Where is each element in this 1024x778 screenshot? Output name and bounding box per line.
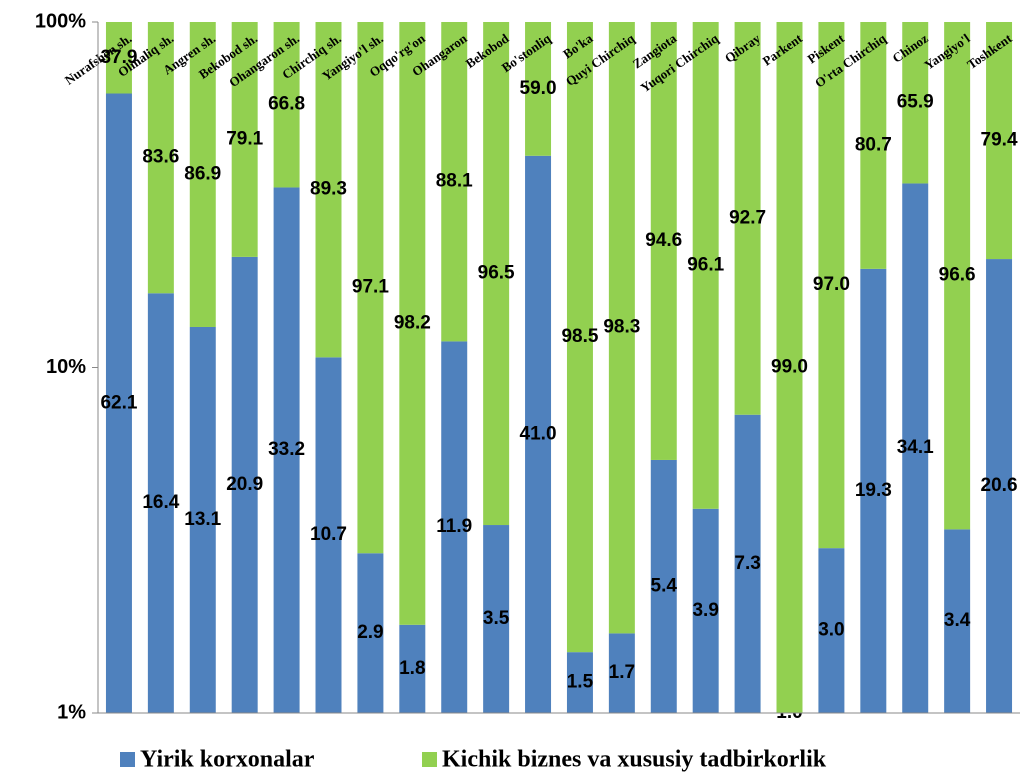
data-label: 62.1 (100, 392, 137, 413)
bar-segment (525, 155, 552, 713)
data-label: 3.0 (818, 620, 844, 641)
bar-segment (986, 22, 1013, 260)
data-label: 37.9 (100, 47, 137, 68)
data-label: 3.9 (692, 600, 718, 621)
data-label: 3.4 (944, 610, 971, 631)
legend-swatch (120, 752, 135, 767)
bar-segment (818, 22, 845, 549)
bar-segment (860, 22, 887, 269)
bar-segment (608, 633, 635, 713)
bar-segment (734, 22, 761, 415)
data-label: 79.1 (226, 128, 263, 149)
data-label: 2.9 (357, 622, 383, 643)
y-tick-label: 10% (46, 356, 86, 378)
bar-segment (483, 22, 510, 526)
bar-segment (441, 22, 468, 342)
bar-segment (566, 22, 593, 653)
data-label: 98.3 (603, 317, 640, 338)
bar-segment (273, 187, 300, 714)
bar-segment (483, 525, 510, 713)
data-label: 11.9 (436, 516, 472, 537)
data-label: 7.3 (734, 553, 760, 574)
data-label: 96.6 (939, 265, 976, 286)
bar-segment (189, 22, 216, 327)
data-label: 20.9 (226, 474, 263, 495)
data-label: 80.7 (855, 134, 892, 155)
bar-segment (944, 529, 971, 713)
bar-segment (818, 548, 845, 713)
data-label: 19.3 (855, 480, 892, 501)
bar-segment (231, 256, 258, 713)
data-label: 34.1 (897, 437, 934, 458)
data-label: 5.4 (651, 575, 678, 596)
data-label: 97.0 (813, 274, 850, 295)
data-label: 83.6 (142, 147, 179, 168)
data-label: 96.5 (478, 263, 515, 284)
data-label: 88.1 (436, 171, 473, 192)
bar-segment (776, 22, 803, 713)
data-label: 99.0 (771, 357, 808, 378)
bar-segment (189, 326, 216, 713)
bar-segment (399, 22, 426, 625)
bar-segment (357, 553, 384, 713)
data-label: 79.4 (981, 130, 1018, 151)
bar-segment (147, 22, 174, 294)
data-label: 96.1 (687, 254, 724, 275)
data-label: 3.5 (483, 608, 510, 629)
bar-segment (105, 22, 132, 94)
bar-segment (147, 293, 174, 713)
bar-segment (315, 357, 342, 713)
data-label: 92.7 (729, 207, 766, 228)
bar-segment (231, 22, 258, 257)
data-label: 98.2 (394, 312, 431, 333)
bar-segment (441, 341, 468, 713)
data-label: 1.5 (567, 672, 594, 693)
data-label: 97.1 (352, 277, 389, 298)
data-label: 86.9 (184, 164, 221, 185)
legend-label: Kichik biznes va xususiy tadbirkorlik (442, 747, 827, 773)
data-label: 1.8 (399, 658, 425, 679)
data-label: 41.0 (520, 423, 557, 444)
bar-segment (692, 22, 719, 509)
bar-segment (566, 652, 593, 713)
bar-segment (357, 22, 384, 554)
bar-segment (608, 22, 635, 634)
bar-segment (650, 459, 677, 713)
data-label: 33.2 (268, 439, 305, 460)
data-label: 10.7 (310, 524, 347, 545)
bar-segment (944, 22, 971, 530)
data-label: 65.9 (897, 92, 934, 113)
data-label: 16.4 (142, 492, 179, 513)
y-tick-label: 1% (57, 701, 86, 723)
data-label: 1.7 (609, 662, 635, 683)
y-tick-label: 100% (35, 10, 86, 32)
data-label: 13.1 (184, 509, 221, 530)
data-label: 98.5 (561, 326, 598, 347)
data-label: 20.6 (981, 475, 1018, 496)
bar-segment (860, 268, 887, 713)
data-label: 94.6 (645, 230, 682, 251)
bar-segment (986, 259, 1013, 713)
bar-segment (315, 22, 342, 358)
bar-segment (902, 22, 929, 184)
bar-segment (692, 508, 719, 713)
bar-segment (525, 22, 552, 156)
data-label: 59.0 (520, 78, 557, 99)
data-label: 89.3 (310, 179, 347, 200)
data-label: 66.8 (268, 94, 305, 115)
bar-segment (105, 93, 132, 713)
legend-label: Yirik korxonalar (140, 747, 315, 773)
legend-swatch (422, 752, 437, 767)
bar-segment (902, 183, 929, 714)
bar-segment (734, 414, 761, 713)
bar-segment (650, 22, 677, 460)
bar-segment (399, 624, 426, 713)
bar-segment (273, 22, 300, 188)
